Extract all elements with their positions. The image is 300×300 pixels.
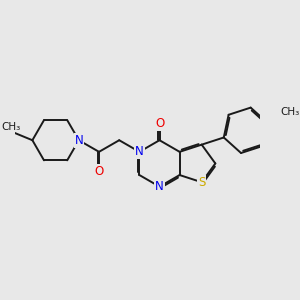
Text: CH₃: CH₃ [2,122,21,132]
Text: S: S [198,176,206,189]
Text: CH₃: CH₃ [280,106,300,117]
Text: O: O [155,117,164,130]
Text: N: N [135,145,144,158]
Text: O: O [94,165,103,178]
Text: N: N [74,134,83,147]
Text: N: N [155,180,164,193]
